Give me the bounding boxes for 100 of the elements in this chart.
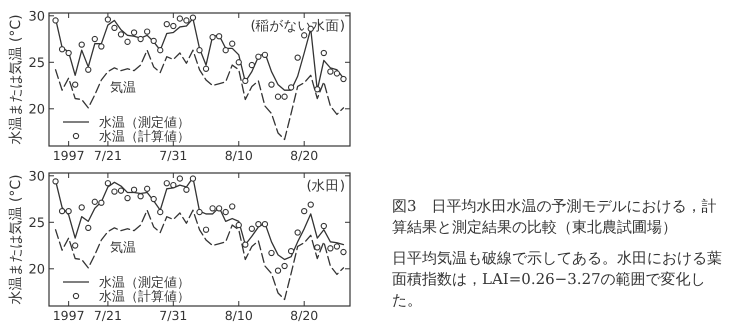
point [229,203,236,210]
legend-label: 水温（測定値） [99,276,190,290]
point [320,50,327,56]
point [216,33,222,40]
point [255,54,262,60]
point [281,94,288,100]
point [176,15,184,22]
point [308,201,314,208]
point [124,194,131,202]
point [137,36,144,42]
point [111,24,118,32]
y-tick-label: 30 [28,169,45,184]
point [85,224,92,232]
point [301,32,308,38]
point [58,46,66,52]
point [334,243,340,250]
point [85,66,92,73]
point [170,182,176,188]
point [288,84,294,91]
point [248,62,255,68]
point [229,40,236,47]
point [118,188,124,194]
point [72,81,78,88]
point [58,208,66,214]
point [118,31,124,38]
point [209,34,216,40]
point [52,17,59,24]
point [170,22,176,30]
text: 日平均気温も破線で示してある。水田における葉面積指数は，LAI=0.26−3.27の範囲で変化した。 [392,248,723,311]
point [209,205,216,212]
point [262,221,268,228]
point [340,76,347,82]
x-tick-label: 7/31 [159,148,188,163]
point [196,208,203,216]
point [65,208,72,214]
point [65,50,72,56]
point [137,193,144,200]
point [202,66,210,72]
point [78,41,85,48]
point [242,78,248,84]
point [92,198,98,205]
y-axis-title: 水温または気温 (°C) [8,174,24,305]
x-tick-label: 8/10 [224,148,253,163]
point [216,205,222,212]
x-tick-label: 1997 [52,308,85,323]
point [104,16,112,23]
point [314,86,320,92]
point [281,262,288,270]
x-tick-label: 7/21 [94,148,122,163]
point [92,36,98,42]
point [196,47,203,54]
point [248,226,255,232]
point [150,196,157,202]
point [274,94,282,100]
series-label: 気温 [110,240,136,256]
legend-label: 水温（測定値） [99,116,190,130]
point [144,28,150,35]
x-tick-label: 7/31 [159,308,188,323]
point [327,245,334,252]
point [164,180,170,186]
point [236,59,242,66]
point [72,242,78,249]
chart-title: (水田) [306,178,345,194]
point [255,221,262,228]
point [262,52,268,58]
point [334,70,340,77]
legend-label: 水温（計算値） [99,130,190,144]
point [183,17,190,24]
point [202,226,210,233]
point [268,250,275,256]
point [294,54,301,61]
series-label: 気温 [110,80,136,96]
point [78,204,85,211]
point [144,186,150,192]
point [314,244,320,251]
point [124,38,131,45]
point [320,222,327,230]
point [130,29,138,36]
legend-label: 水温（計算値） [99,290,190,304]
point [157,47,164,54]
point [98,200,104,206]
point [183,186,190,193]
point [157,208,164,216]
y-tick-label: 20 [28,102,45,118]
y-tick-label: 25 [28,216,45,231]
point [222,47,229,54]
point [268,81,275,88]
y-tick-label: 20 [28,262,45,278]
y-axis-title: 水温または気温 (°C) [8,14,24,145]
point [104,180,112,186]
y-tick-label: 25 [28,56,45,71]
point [242,241,248,248]
x-tick-label: 8/20 [290,308,318,323]
point [222,208,229,216]
point [190,14,196,21]
point [176,175,184,182]
point [52,178,59,185]
point [164,21,170,28]
point [130,186,138,193]
x-tick-label: 7/21 [94,308,122,323]
